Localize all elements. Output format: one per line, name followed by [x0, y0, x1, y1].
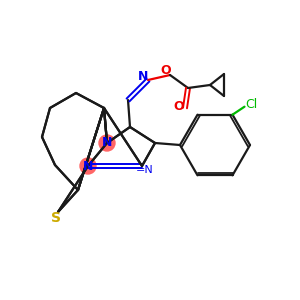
Text: Cl: Cl — [245, 98, 258, 111]
Text: =N: =N — [136, 165, 154, 175]
Text: N: N — [83, 160, 93, 172]
Text: O: O — [174, 100, 184, 112]
Circle shape — [80, 158, 96, 174]
Text: N: N — [102, 136, 112, 149]
Text: N: N — [138, 70, 148, 83]
Text: O: O — [161, 64, 171, 76]
Circle shape — [99, 135, 115, 151]
Text: S: S — [51, 211, 61, 225]
